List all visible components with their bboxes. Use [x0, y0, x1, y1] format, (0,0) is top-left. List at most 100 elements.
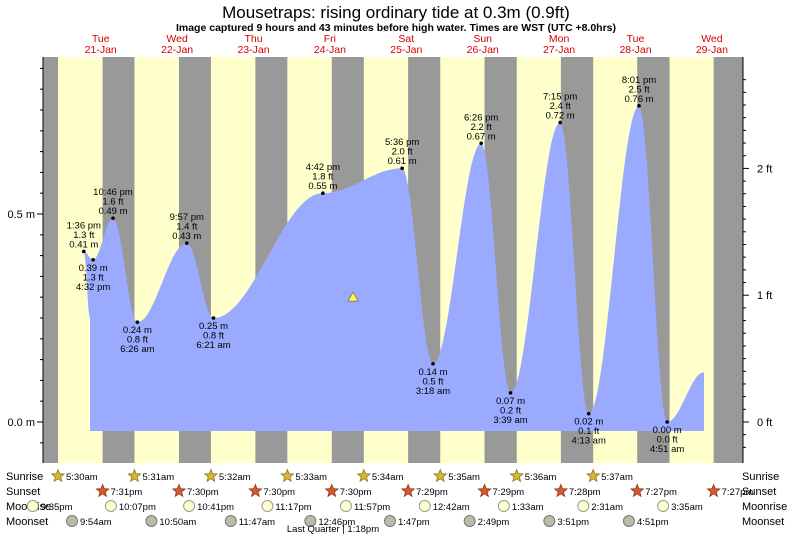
- sunrise-icon: [509, 468, 524, 483]
- tide-label: 1.6 ft: [102, 197, 123, 208]
- current-level-triangle: [347, 291, 359, 302]
- sunrise-icon: [585, 468, 601, 483]
- tide-label: 2.5 ft: [628, 84, 649, 95]
- sunrise-row-label-right: Sunrise: [742, 471, 779, 483]
- day-name: Sat: [398, 33, 414, 45]
- sunset-icon: [553, 483, 569, 498]
- left-tick-label: 0.0 m: [7, 417, 35, 429]
- tide-label: 1.3 ft: [73, 230, 94, 241]
- tide-label: 0.00 m: [653, 425, 682, 436]
- axes: 0.0 m 0.5 m 0 ft 1 ft 2 ft: [7, 57, 772, 463]
- moonrise-row-label-right: Moonrise: [742, 501, 787, 513]
- tide-point: [665, 420, 669, 424]
- sunset-icon: [629, 483, 645, 498]
- sunrise-icon: [356, 468, 372, 483]
- moonset-row-label-right: Moonset: [742, 516, 784, 528]
- right-tick-label: 2 ft: [757, 163, 772, 175]
- day-name: Thu: [244, 33, 262, 45]
- tide-label: 0.76 m: [624, 94, 653, 105]
- moonrise-icon: [261, 500, 274, 512]
- moonset-icon: [622, 515, 635, 527]
- tide-label: 0.02 m: [574, 417, 603, 428]
- tide-label: 1.8 ft: [312, 172, 333, 183]
- tide-point: [431, 361, 435, 366]
- sunrise-time: 5:31am: [142, 472, 174, 483]
- moonset-row-label: Moonset: [6, 516, 48, 528]
- sunset-time: 7:27pm: [645, 487, 677, 498]
- tide-label: 1:36 pm: [67, 220, 101, 231]
- tide-label: 0.39 m: [79, 263, 108, 274]
- tide-point: [81, 249, 86, 254]
- tide-label: 10:46 pm: [93, 187, 133, 198]
- sunset-icon: [400, 483, 416, 498]
- tide-area-fill: [83, 105, 705, 432]
- sunset-icon: [95, 483, 110, 498]
- tide-label: 0.8 ft: [127, 335, 148, 346]
- day-name: Sun: [473, 33, 492, 45]
- moonrise-icon: [577, 500, 590, 512]
- day-labels: Tue21-JanWed22-JanThu23-JanFri24-JanSat2…: [85, 33, 728, 56]
- tide-label: 0.61 m: [388, 156, 417, 167]
- tide-point: [184, 241, 189, 245]
- moonset-icon: [463, 515, 476, 527]
- tide-label: 0.0 ft: [657, 435, 678, 446]
- moonrise-time: 9:35pm: [41, 502, 73, 513]
- tide-label: 0.49 m: [98, 206, 127, 217]
- sunset-time: 7:30pm: [340, 487, 372, 498]
- tide-point: [135, 320, 140, 324]
- tide-label: 7:15 pm: [543, 91, 577, 102]
- tide-label: 0.2 ft: [500, 405, 521, 416]
- tide-label: 0.07 m: [496, 396, 525, 407]
- day-name: Tue: [92, 33, 110, 45]
- tide-point: [479, 141, 483, 146]
- tide-label: 1.3 ft: [83, 272, 104, 283]
- moon-phase: Last Quarter | 1:18pm: [287, 524, 379, 535]
- sunrise-time: 5:30am: [66, 472, 98, 483]
- moonrise-time: 11:57pm: [354, 502, 390, 513]
- day-date: 22-Jan: [161, 44, 193, 56]
- sunrise-icon: [50, 468, 66, 483]
- tide-label: 5:36 pm: [385, 137, 419, 148]
- moonrise-icon: [104, 500, 117, 512]
- sun-moon-rows: SunriseSunriseSunsetSunsetMoonriseMoonri…: [6, 468, 787, 528]
- tide-point: [558, 120, 562, 125]
- moonrise-icon: [26, 500, 39, 512]
- moonrise-time: 3:35am: [671, 502, 703, 513]
- current-tide-marker: [347, 291, 359, 302]
- sunset-time: 7:28pm: [569, 487, 601, 498]
- tide-label: 1.4 ft: [176, 222, 197, 233]
- tide-label: 0.67 m: [467, 131, 496, 142]
- sunset-icon: [171, 483, 187, 498]
- tide-label: 4:42 pm: [306, 162, 340, 173]
- tide-label: 8:01 pm: [622, 75, 656, 86]
- sunrise-time: 5:36am: [525, 472, 557, 483]
- moonset-time: 11:47am: [239, 517, 275, 528]
- sunrise-time: 5:34am: [372, 472, 404, 483]
- tide-label: 2.2 ft: [471, 122, 492, 133]
- sunset-time: 7:31pm: [111, 487, 143, 498]
- tide-label: 0.8 ft: [203, 331, 224, 342]
- tide-point: [400, 166, 404, 171]
- sunrise-time: 5:33am: [295, 472, 327, 483]
- day-date: 25-Jan: [390, 44, 422, 56]
- moonrise-icon: [339, 500, 352, 512]
- tide-label: 9:57 pm: [170, 212, 204, 223]
- sunset-icon: [477, 483, 492, 498]
- sunset-time: 7:29pm: [493, 487, 525, 498]
- moonrise-icon: [418, 500, 431, 512]
- day-date: 24-Jan: [314, 44, 346, 56]
- sunset-row-label: Sunset: [6, 486, 40, 498]
- moonrise-time: 2:31am: [591, 502, 623, 513]
- tide-label: 0.25 m: [199, 321, 228, 332]
- moonrise-icon: [657, 500, 670, 512]
- tide-label: 6:26 pm: [464, 112, 498, 123]
- tide-labels: 1:36 pm1.3 ft0.41 m0.39 m1.3 ft4:32 pm10…: [67, 75, 685, 455]
- moonrise-time: 10:41pm: [197, 502, 234, 513]
- sunrise-icon: [280, 468, 295, 483]
- moonset-time: 1:47pm: [398, 517, 430, 528]
- day-name: Mon: [549, 33, 570, 45]
- chart-title: Mousetraps: rising ordinary tide at 0.3m…: [222, 3, 570, 22]
- tide-point: [637, 104, 641, 108]
- day-name: Wed: [166, 33, 188, 45]
